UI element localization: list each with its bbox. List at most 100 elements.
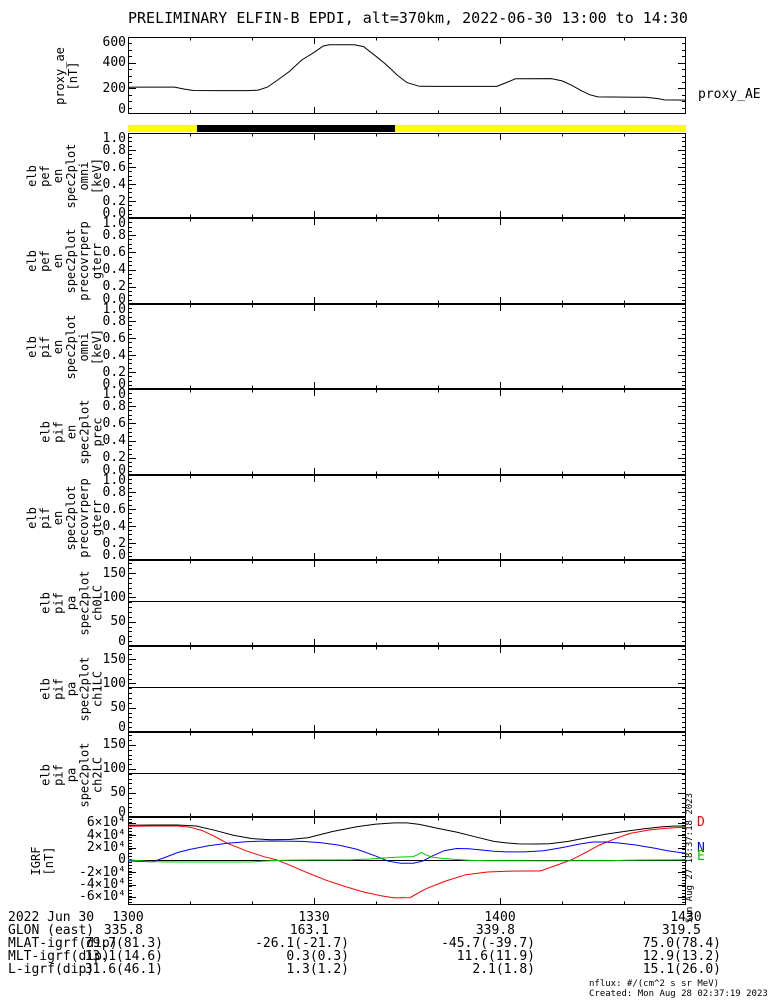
panel-igrf-canvas xyxy=(128,817,686,905)
y-tick-label: 0 xyxy=(118,633,126,649)
y-tick-label: 0 xyxy=(118,719,126,735)
y-tick-label: 0.0 xyxy=(102,547,126,563)
y-tick-label: 0.2 xyxy=(102,450,126,466)
proxy-ae-right-label: proxy_AE xyxy=(698,87,761,102)
panel-proxy_ae-canvas xyxy=(128,37,686,114)
y-tick-label: 1.0 xyxy=(102,130,126,146)
ylabel-text: elb pif pa spec2plot ch2LC xyxy=(38,741,104,808)
y-tick-label: 1.0 xyxy=(102,301,126,317)
footer-nflux-units: nflux: #/(cm^2 s sr MeV) xyxy=(589,979,720,989)
series-key-D: D xyxy=(697,814,705,830)
y-tick-label: 0.4 xyxy=(102,262,126,278)
y-tick-label: 150 xyxy=(102,565,126,581)
series-N xyxy=(128,840,686,864)
table-row-label: MLT-igrf(dip) xyxy=(8,949,110,964)
table-cell: 15.1(26.0) xyxy=(642,962,721,977)
ylabel-text: elb pif en spec2plot prec xyxy=(38,399,104,465)
panel-elb_pif_pa_ch1lc-ylabel: elb pif pa spec2plot ch1LC xyxy=(38,646,104,732)
table-cell: 1.3(1.2) xyxy=(286,962,349,977)
y-tick-label: 0 xyxy=(118,852,126,868)
panel-elb_pef_en_omni-canvas xyxy=(128,133,686,218)
table-cell: 1300 xyxy=(112,910,144,925)
ylabel-text: elb pif en spec2plot precovrperp gterr xyxy=(25,477,104,558)
orbit-bar-segment xyxy=(197,125,395,132)
panel-elb_pif_pa_ch2lc-ylabel: elb pif pa spec2plot ch2LC xyxy=(38,732,104,817)
table-row-label: GLON (east) xyxy=(8,923,95,938)
series-B xyxy=(128,822,686,845)
series-E xyxy=(128,851,686,863)
table-row-label: L-igrf(dip) xyxy=(8,962,95,977)
series-key-E: E xyxy=(697,849,705,865)
y-tick-label: 100 xyxy=(102,589,126,605)
panel-elb_pif_pa_ch0lc-canvas xyxy=(128,560,686,646)
panel-proxy_ae-ylabel: proxy_ae [nT] xyxy=(53,37,80,114)
panel-elb_pef_en_omni-ylabel: elb pef en spec2plot omni [keV] xyxy=(25,133,104,218)
y-tick-label: 0.6 xyxy=(102,330,126,346)
table-cell: 319.5 xyxy=(661,923,701,938)
panel-elb_pef_en_precovrperp-ylabel: elb pef en spec2plot precovrperp gterr xyxy=(25,218,104,304)
y-tick-label: 150 xyxy=(102,737,126,753)
y-tick-label: 50 xyxy=(110,785,126,801)
y-tick-label: 1.0 xyxy=(102,472,126,488)
y-tick-label: 0.6 xyxy=(102,501,126,517)
y-tick-label: 0.8 xyxy=(102,227,126,243)
chart-title: PRELIMINARY ELFIN-B EPDI, alt=370km, 202… xyxy=(128,9,688,27)
orbit-bar-segment xyxy=(128,125,686,132)
series-D xyxy=(128,825,686,899)
table-cell: -26.1(-21.7) xyxy=(255,936,349,951)
table-cell: 31.6(46.1) xyxy=(84,962,163,977)
side-timestamp-wrap: Sun Aug 27 18:37:18 2023 xyxy=(683,793,697,923)
y-tick-label: 0.6 xyxy=(102,244,126,260)
series-key-N: N xyxy=(697,840,705,856)
y-tick-label: 0.0 xyxy=(102,205,126,221)
table-cell: 1330 xyxy=(298,910,330,925)
y-tick-label: 600 xyxy=(102,34,126,50)
ylabel-text: elb pif pa spec2plot ch0LC xyxy=(38,570,104,636)
ylabel-text: elb pif pa spec2plot ch1LC xyxy=(38,656,104,722)
table-cell: 1430 xyxy=(670,910,702,925)
panel-elb_pif_pa_ch1lc-canvas xyxy=(128,646,686,732)
panel-elb_pif_pa_ch0lc-ylabel: elb pif pa spec2plot ch0LC xyxy=(38,560,104,646)
table-cell: 2.1(1.8) xyxy=(472,962,535,977)
footer-created-timestamp: Created: Mon Aug 28 02:37:19 2023 xyxy=(589,989,768,999)
y-tick-label: 0.4 xyxy=(102,176,126,192)
table-cell: 12.9(13.2) xyxy=(642,949,721,964)
y-tick-label: -2×10⁴ xyxy=(79,864,126,880)
y-tick-label: 4×10⁴ xyxy=(86,827,126,843)
y-tick-label: 150 xyxy=(102,651,126,667)
panel-elb_pif_en_prec-canvas xyxy=(128,389,686,475)
y-tick-label: 0.2 xyxy=(102,535,126,551)
panel-igrf-ylabel: IGRF [nT] xyxy=(29,817,56,905)
y-tick-label: 1.0 xyxy=(102,386,126,402)
table-cell: 335.8 xyxy=(103,923,143,938)
y-tick-label: 0.4 xyxy=(102,518,126,534)
y-tick-label: 0.2 xyxy=(102,364,126,380)
table-cell: 0.3(0.3) xyxy=(286,949,349,964)
y-tick-label: -4×10⁴ xyxy=(79,877,126,893)
side-timestamp: Sun Aug 27 18:37:18 2023 xyxy=(685,792,695,924)
table-cell: -45.7(-39.7) xyxy=(441,936,535,951)
y-tick-label: 100 xyxy=(102,675,126,691)
y-tick-label: 0.6 xyxy=(102,159,126,175)
y-tick-label: 0.4 xyxy=(102,433,126,449)
y-tick-label: 50 xyxy=(110,700,126,716)
y-tick-label: 0.6 xyxy=(102,415,126,431)
y-tick-label: 50 xyxy=(110,614,126,630)
panel-elb_pif_pa_ch2lc-canvas xyxy=(128,732,686,817)
panel-elb_pif_en_precovrperp-ylabel: elb pif en spec2plot precovrperp gterr xyxy=(25,475,104,560)
y-tick-label: 0.2 xyxy=(102,193,126,209)
orbit-position-bar xyxy=(128,125,686,132)
table-row-label: 2022 Jun 30 xyxy=(8,910,95,925)
panel-elb_pif_en_omni-canvas xyxy=(128,304,686,389)
y-tick-label: -6×10⁴ xyxy=(79,889,126,905)
panel-elb_pif_en_precovrperp-canvas xyxy=(128,475,686,560)
table-cell: 339.8 xyxy=(475,923,515,938)
y-tick-label: 0 xyxy=(118,101,126,117)
y-tick-label: 2×10⁴ xyxy=(86,840,126,856)
y-tick-label: 0.0 xyxy=(102,291,126,307)
table-cell: 11.6(11.9) xyxy=(456,949,535,964)
ylabel-text: elb pif en spec2plot omni [keV] xyxy=(25,313,104,380)
y-tick-label: 0.8 xyxy=(102,313,126,329)
y-tick-label: 0.0 xyxy=(102,376,126,392)
series-proxy_AE xyxy=(128,44,686,101)
